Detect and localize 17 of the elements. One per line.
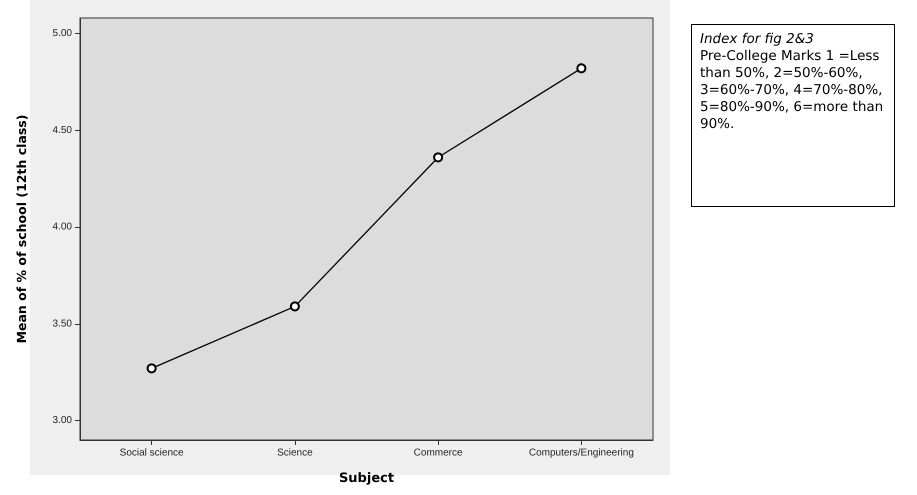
- point: [146, 363, 157, 374]
- y-tick-label: 4.00: [52, 222, 72, 233]
- text: Index for fig 2&3: [700, 31, 815, 48]
- point: [290, 301, 300, 312]
- y-axis-title: Mean of % of school (12th class): [14, 114, 29, 344]
- y-tick-label: 4.50: [52, 124, 72, 136]
- text: Pre-College Marks 1 =Less than 50%, 2=50%-60%, 3=60%-70%, 4=70%-80%, 5=80%-90%, 6=more than 90%.: [700, 48, 884, 133]
- x-tick-label: Commerce: [414, 448, 464, 458]
- y-tick-label: 3.50: [52, 318, 72, 330]
- y-tick-label: 5.00: [52, 28, 72, 39]
- x-tick-label: Science: [277, 448, 314, 458]
- x-axis-title: Subject: [338, 471, 394, 486]
- point: [433, 152, 444, 162]
- y-tick-label: 3.00: [52, 415, 72, 426]
- point: [576, 63, 586, 74]
- x-tick-label: Social science: [120, 448, 184, 458]
- x-tick-label: Computers/Engineering: [528, 448, 634, 458]
